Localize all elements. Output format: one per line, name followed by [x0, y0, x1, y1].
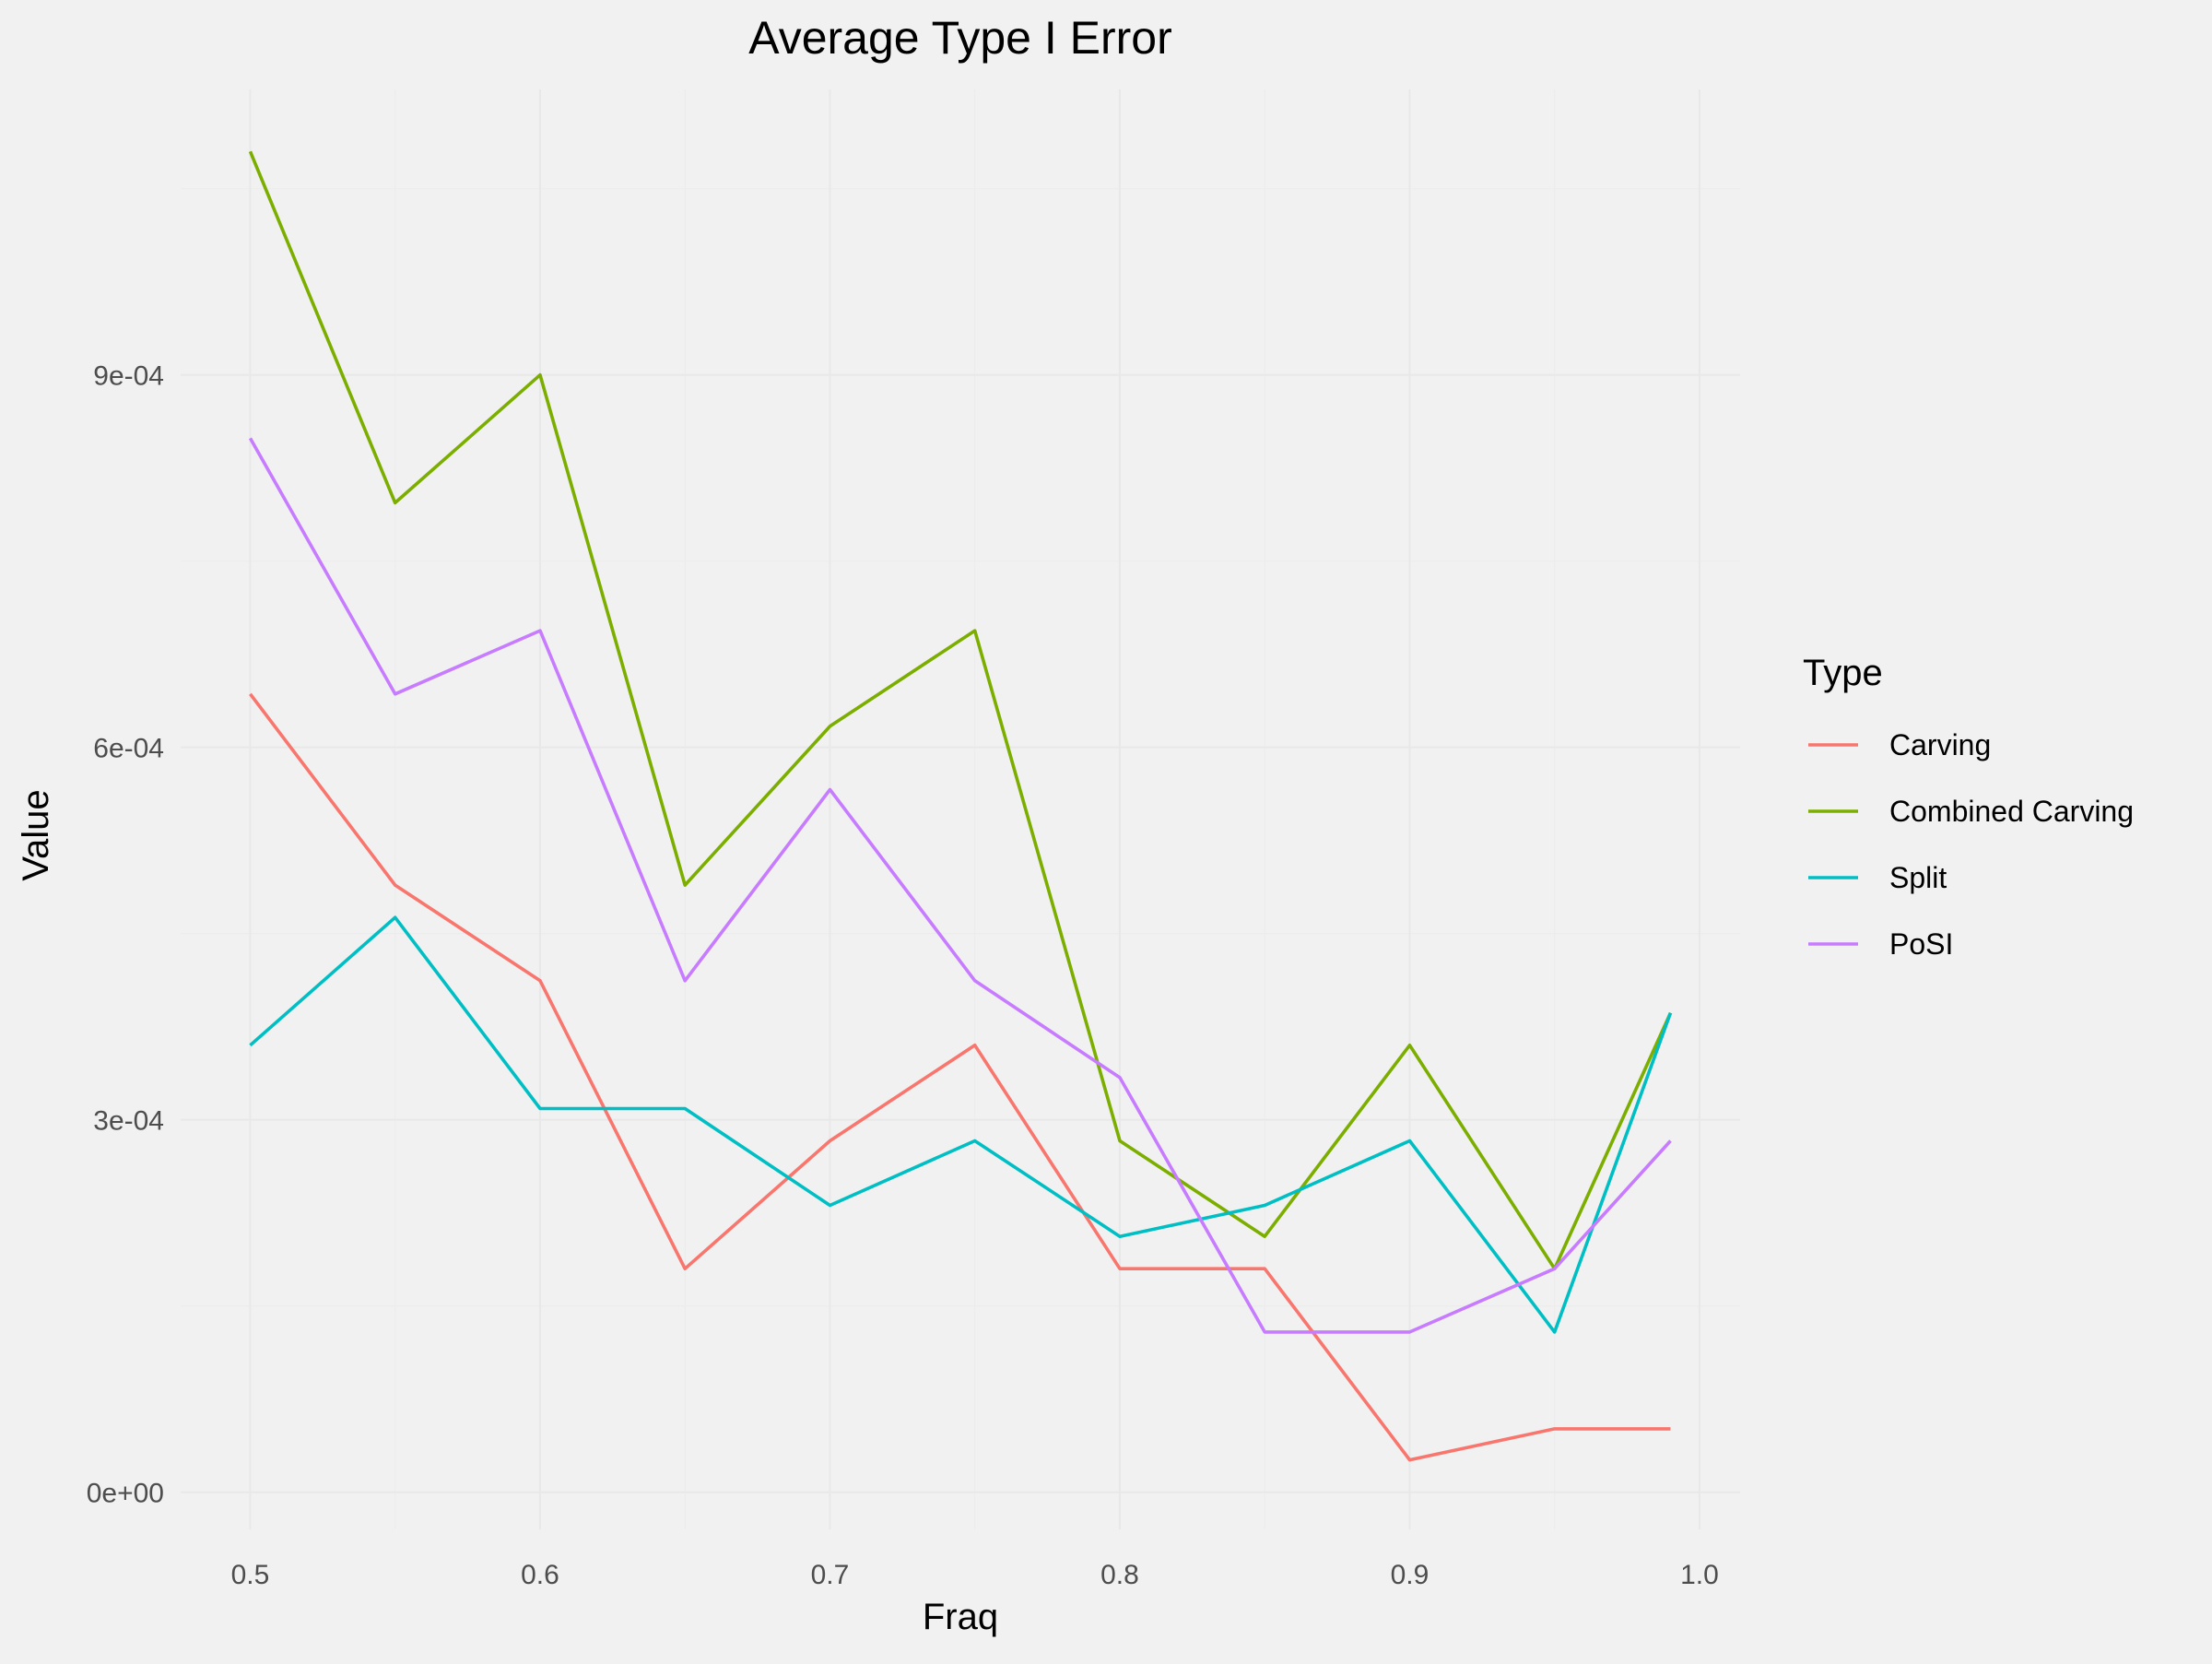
y-axis-title: Value	[16, 789, 56, 880]
legend-label-carving: Carving	[1889, 728, 1991, 761]
legend: Type Carving Combined Carving Split PoSI	[1803, 653, 2134, 961]
x-tick-label: 0.5	[231, 1560, 270, 1590]
y-tick-label: 6e-04	[93, 734, 164, 764]
x-axis-ticks: 0.5 0.6 0.7 0.8 0.9 1.0	[231, 1560, 1719, 1590]
legend-label-combined-carving: Combined Carving	[1889, 795, 2134, 828]
series-line-carving	[249, 692, 1671, 1462]
legend-title: Type	[1803, 653, 1883, 693]
x-tick-label: 0.8	[1100, 1560, 1139, 1590]
legend-items: Carving Combined Carving Split PoSI	[1808, 728, 2134, 961]
series-line-combined-carving	[248, 150, 1673, 1270]
series-lines	[248, 150, 1673, 1462]
y-axis-ticks: 0e+00 3e-04 6e-04 9e-04	[87, 361, 164, 1509]
legend-label-posi: PoSI	[1889, 927, 1953, 961]
series-line-posi	[248, 437, 1672, 1334]
x-tick-label: 1.0	[1680, 1560, 1719, 1590]
y-tick-label: 3e-04	[93, 1106, 164, 1137]
x-tick-label: 0.7	[811, 1560, 850, 1590]
y-tick-label: 9e-04	[93, 361, 164, 392]
chart-title: Average Type I Error	[748, 12, 1172, 64]
grid	[181, 89, 1740, 1529]
series-line-split	[249, 915, 1673, 1334]
x-tick-label: 0.6	[521, 1560, 559, 1590]
y-tick-label: 0e+00	[87, 1479, 164, 1509]
legend-label-split: Split	[1889, 861, 1947, 894]
x-tick-label: 0.9	[1391, 1560, 1430, 1590]
x-axis-title: Fraq	[923, 1597, 998, 1637]
